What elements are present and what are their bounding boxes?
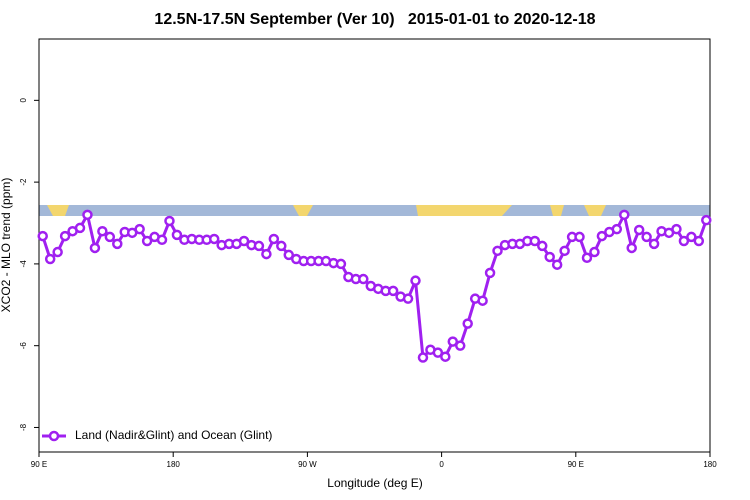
data-point <box>82 209 93 221</box>
x-tick-label: 90 E <box>568 460 584 469</box>
data-point <box>701 214 712 226</box>
data-point <box>104 231 116 243</box>
x-axis-label: Longitude (deg E) <box>327 476 422 490</box>
data-point <box>74 222 86 234</box>
data-point <box>97 225 108 237</box>
y-tick-label: -8 <box>19 423 28 431</box>
data-point <box>417 352 429 363</box>
y-tick-label: -4 <box>19 260 28 268</box>
data-point <box>641 231 652 243</box>
y-tick-label: -6 <box>19 342 28 350</box>
data-point <box>387 285 399 297</box>
x-tick-label: 180 <box>703 460 717 469</box>
data-point <box>261 248 272 260</box>
data-point <box>410 275 421 286</box>
data-point <box>447 336 459 347</box>
data-point <box>529 235 541 247</box>
data-point <box>253 240 265 252</box>
data-point <box>37 230 48 242</box>
data-point <box>283 249 295 261</box>
data-point <box>484 267 496 279</box>
data-point <box>276 240 287 252</box>
data-point <box>619 209 630 221</box>
legend-marker <box>48 430 60 442</box>
data-point <box>164 215 175 227</box>
x-tick-label: 0 <box>439 460 444 469</box>
data-point <box>112 238 123 250</box>
y-axis-label: XCO2 - MLO trend (ppm) <box>0 178 13 313</box>
data-point <box>559 245 570 257</box>
data-point <box>358 273 369 285</box>
data-point <box>335 258 347 270</box>
plot-frame <box>38 38 711 453</box>
data-point <box>171 229 183 241</box>
data-point <box>626 242 637 254</box>
data-point <box>402 293 414 304</box>
data-point <box>477 295 488 306</box>
x-tick-label: 90 E <box>31 460 47 469</box>
data-point <box>141 235 153 247</box>
data-point <box>156 234 168 246</box>
x-tick-label: 180 <box>167 460 181 469</box>
data-point <box>89 242 101 254</box>
data-point <box>671 223 682 235</box>
data-point <box>686 231 697 243</box>
data-point <box>208 233 220 245</box>
data-point <box>611 223 623 235</box>
data-point <box>454 340 466 351</box>
data-point <box>134 223 145 235</box>
land-ocean-strip <box>39 205 710 216</box>
data-point <box>59 230 71 242</box>
y-tick-label: -2 <box>19 178 28 186</box>
data-point <box>633 224 645 236</box>
data-point <box>238 235 250 247</box>
data-point <box>44 253 56 265</box>
data-point <box>544 251 555 263</box>
data-point <box>678 235 690 247</box>
data-point <box>52 246 63 258</box>
data-point <box>462 318 473 329</box>
data-point <box>440 351 451 362</box>
legend-label: Land (Nadir&Glint) and Ocean (Glint) <box>75 428 272 442</box>
data-point <box>596 230 608 242</box>
data-point <box>432 347 444 358</box>
data-point <box>693 235 705 247</box>
data-point <box>648 238 660 250</box>
data-point <box>537 240 548 252</box>
y-tick-label: 0 <box>19 98 28 103</box>
x-tick-label: 90 W <box>298 460 317 469</box>
legend: Land (Nadir&Glint) and Ocean (Glint) <box>42 428 272 442</box>
data-point <box>574 231 585 243</box>
data-point <box>581 252 593 264</box>
data-point <box>268 233 280 245</box>
data-point <box>589 246 600 258</box>
data-point <box>551 259 563 270</box>
chart-title: 12.5N-17.5N September (Ver 10) 2015-01-0… <box>154 11 595 28</box>
data-point <box>492 245 503 257</box>
